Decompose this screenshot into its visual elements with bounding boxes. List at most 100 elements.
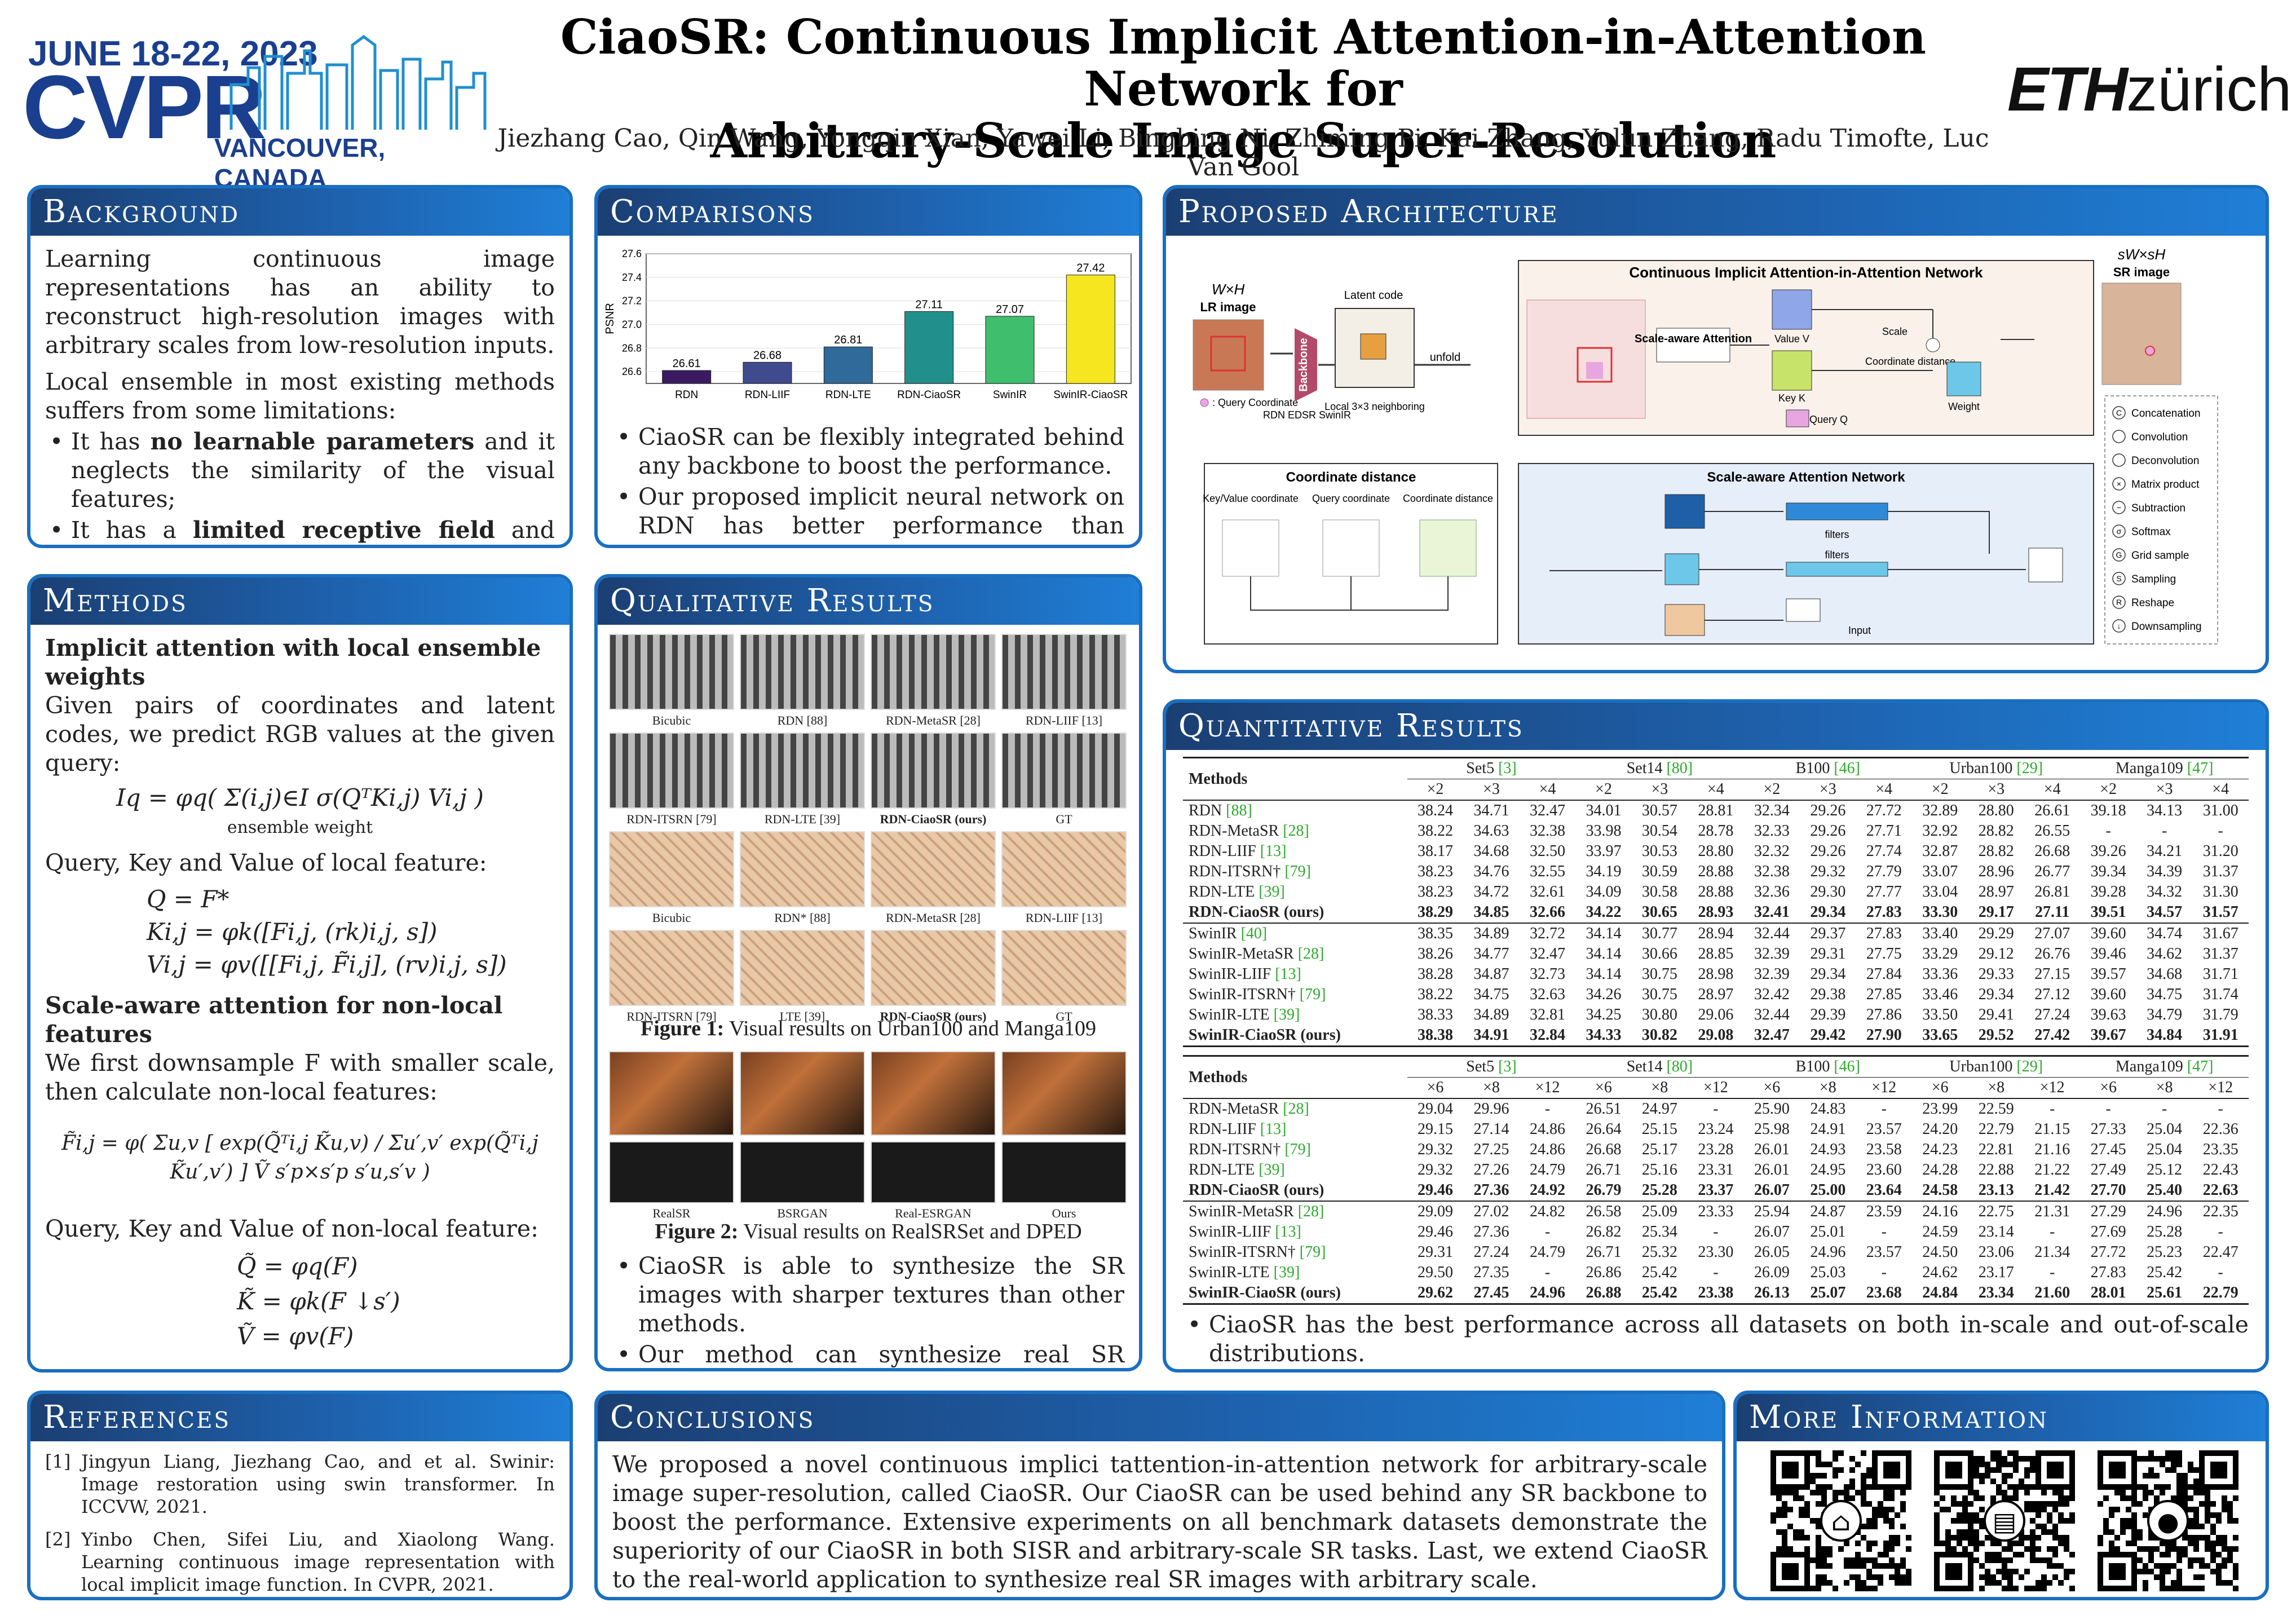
psnr-cell: 32.38 [1529,822,1565,840]
psnr-cell: 23.14 [1978,1223,2014,1241]
table-row: RDN-LIIF [13] 38.17 34.68 32.50 33.97 30.53 28… [1183,841,2249,862]
psnr-cell: 27.75 [1866,945,1902,963]
y-tick-label: 26.6 [622,366,642,377]
psnr-cell: 29.12 [1978,945,2014,963]
psnr-cell: - [2218,1100,2223,1118]
sr-image-thumbnail [2101,283,2182,385]
psnr-cell: 25.15 [1641,1120,1677,1138]
psnr-cell: 22.75 [1968,1201,2024,1222]
psnr-cell: 22.79 [2202,1284,2238,1301]
qualitative-thumbnail [871,831,996,907]
psnr-cell: 27.45 [1473,1284,1509,1301]
psnr-cell: 29.31 [1810,945,1846,963]
psnr-cell: 29.26 [1810,802,1846,819]
psnr-cell: 31.74 [2202,986,2238,1003]
value-label: Value V [1774,333,1809,345]
psnr-cell: 29.32 [1418,1161,1454,1179]
psnr-cell: 27.69 [2090,1223,2126,1241]
scale-header: ×6 [1427,1079,1444,1096]
references-panel: References [1] Jingyun Liang, Jiezhang Ca… [27,1391,573,1600]
lr-image-thumbnail [1193,319,1264,391]
psnr-cell: 23.58 [1866,1141,1902,1158]
psnr-cell: 28.85 [1698,945,1734,963]
legend-symbol-glyph: C [2116,408,2122,417]
dataset-header: Manga109 [47] [2080,1056,2249,1078]
value-cube [1772,289,1812,330]
psnr-cell: - [1544,1223,1551,1241]
figure-2-caption: Figure 2: Visual results on RealSRSet an… [655,1220,1082,1243]
bar-value-label: 26.61 [673,358,701,370]
qr-code[interactable]: ⌂ [1770,1450,1911,1591]
psnr-cell: 27.12 [2034,986,2070,1003]
x-tick-label: RDN [675,389,698,401]
table-row: RDN-CiaoSR (ours) 29.46 27.36 24.92 26.79 25.… [1183,1180,2249,1201]
psnr-cell: 25.01 [1810,1223,1846,1241]
qualitative-thumbnail [1001,634,1127,710]
psnr-cell: 24.86 [1529,1120,1565,1138]
reference-2: [2] Yinbo Chen, Sifei Liu, and Xiaolong W… [45,1529,555,1595]
psnr-cell: 34.71 [1473,802,1509,819]
psnr-cell: 28.01 [2090,1284,2126,1301]
psnr-cell: 23.37 [1698,1181,1734,1199]
psnr-cell: 23.17 [1978,1264,2014,1281]
psnr-cell: 27.15 [2034,965,2070,983]
psnr-cell: 27.83 [1856,923,1913,944]
psnr-cell: 21.42 [2034,1181,2070,1199]
value-tilde-cube [1664,494,1705,529]
psnr-cell: 27.77 [1866,883,1902,901]
comparisons-bullet-2: Our proposed implicit neural network on … [612,483,1124,545]
psnr-cell: 32.38 [1754,863,1790,880]
psnr-cell: 27.26 [1473,1161,1509,1179]
psnr-cell: 32.73 [1529,965,1565,983]
x-tick-label: RDN-LTE [825,389,871,401]
psnr-cell: - [1544,1264,1551,1281]
qualitative-label: RDN-LTE [39] [764,812,841,826]
scale-header: ×6 [2100,1079,2117,1096]
psnr-cell: 30.65 [1641,903,1677,921]
lr-dims: W×H [1212,281,1245,298]
psnr-cell: 26.61 [2034,802,2070,819]
qr-code[interactable]: ▤ [1934,1450,2075,1591]
in-scale-results-table: Methods Set5 [3] Set14 [80] B100 [46] Urban1… [1183,757,2249,1047]
psnr-cell: 32.47 [1754,1026,1790,1044]
real-sr-thumbnail [871,1051,996,1136]
psnr-cell: 39.28 [2090,883,2126,901]
poster-title: CiaoSR: Continuous Implicit Attention-in… [496,11,1990,167]
architecture-panel: Proposed Architecture W×H LR image : Que… [1163,185,2269,673]
psnr-cell: 29.46 [1418,1223,1454,1241]
table-row: SwinIR-MetaSR [28] 38.26 34.77 32.47 34.14 30… [1183,944,2249,964]
psnr-cell: 25.40 [2147,1181,2183,1199]
psnr-cell: 38.23 [1418,863,1454,880]
dped-thumbnail [609,1141,734,1203]
legend-symbol-icon [2112,548,2126,562]
more-info-heading: More Information [1737,1394,2266,1441]
psnr-cell: 26.71 [1586,1161,1622,1179]
title-line-2: Arbitrary-Scale Image Super-Resolution [710,113,1777,169]
psnr-cell: - [1881,1100,1887,1118]
psnr-cell: - [2105,822,2111,840]
psnr-cell: 26.68 [1586,1141,1622,1158]
dataset-header: Set5 [3] [1407,1056,1576,1078]
psnr-cell: 33.30 [1922,903,1958,921]
psnr-cell: 30.80 [1641,1006,1677,1023]
psnr-cell: 39.18 [2090,802,2126,819]
qr-code[interactable]: ● [2098,1450,2238,1591]
psnr-cell: 24.28 [1922,1161,1958,1179]
value-filters [1786,502,1888,520]
table-row: RDN-ITSRN† [79] 38.23 34.76 32.55 34.19 30.59… [1183,862,2249,882]
title-line-1: CiaoSR: Continuous Implicit Attention-in… [560,9,1927,117]
scale-aware-label: Scale-aware Attention [1635,333,1752,345]
psnr-cell: 26.07 [1754,1181,1790,1199]
qualitative-label: RDN* [88] [774,911,831,925]
method-name: RDN-CiaoSR (ours) [1189,1181,1324,1199]
legend-symbol-icon [2112,524,2126,538]
psnr-cell: 23.68 [1866,1284,1902,1301]
psnr-cell: 21.60 [2034,1284,2070,1301]
psnr-cell: 38.26 [1418,945,1454,963]
psnr-cell: 32.81 [1529,1006,1565,1023]
conclusions-heading: Conclusions [598,1394,1722,1441]
table-row: SwinIR [40] 38.35 34.89 32.72 34.14 30.77 28.9… [1183,923,2249,944]
psnr-cell: 39.57 [2090,965,2126,983]
legend-symbol-icon [2112,595,2126,609]
psnr-cell: 27.83 [2090,1264,2126,1281]
